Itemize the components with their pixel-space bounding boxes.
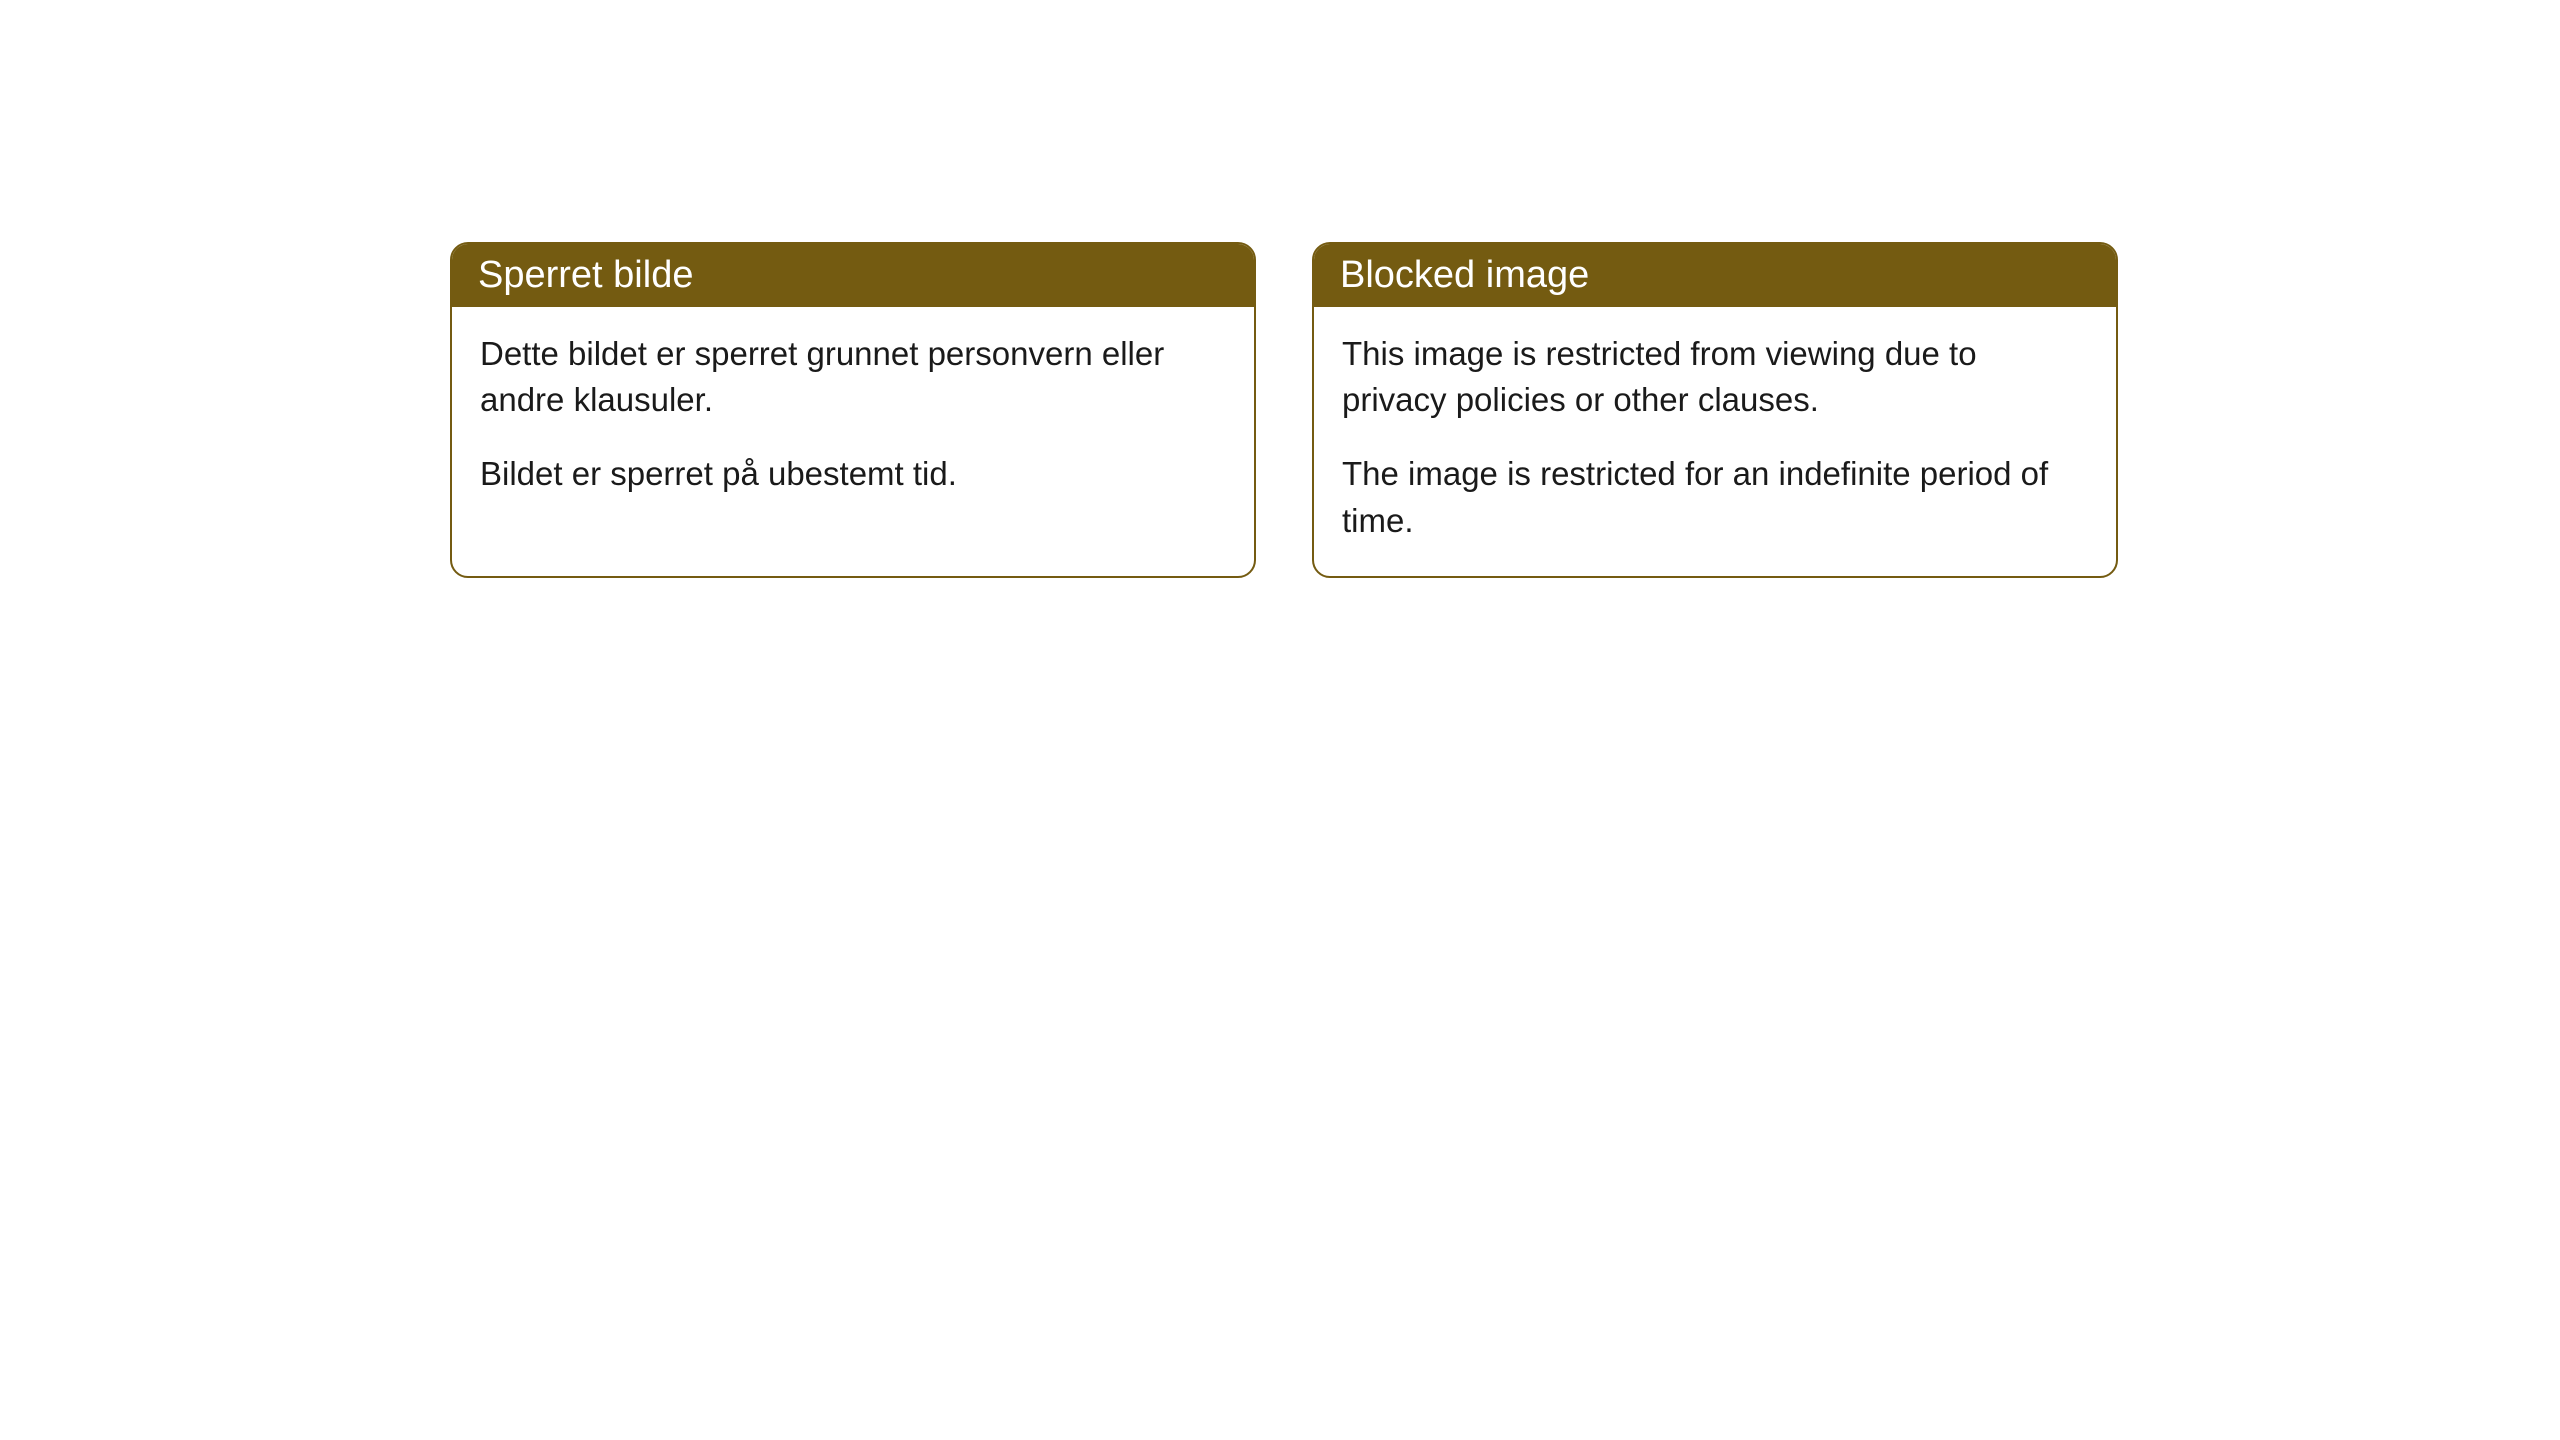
card-paragraph: The image is restricted for an indefinit… <box>1342 451 2088 543</box>
card-body: This image is restricted from viewing du… <box>1314 307 2116 576</box>
blocked-image-card-english: Blocked image This image is restricted f… <box>1312 242 2118 578</box>
blocked-image-card-norwegian: Sperret bilde Dette bildet er sperret gr… <box>450 242 1256 578</box>
card-paragraph: Dette bildet er sperret grunnet personve… <box>480 331 1226 423</box>
card-paragraph: This image is restricted from viewing du… <box>1342 331 2088 423</box>
cards-container: Sperret bilde Dette bildet er sperret gr… <box>450 242 2118 578</box>
card-paragraph: Bildet er sperret på ubestemt tid. <box>480 451 1226 497</box>
card-title: Blocked image <box>1340 254 1589 296</box>
card-title: Sperret bilde <box>478 254 693 296</box>
card-header: Blocked image <box>1314 244 2116 307</box>
card-header: Sperret bilde <box>452 244 1254 307</box>
card-body: Dette bildet er sperret grunnet personve… <box>452 307 1254 530</box>
